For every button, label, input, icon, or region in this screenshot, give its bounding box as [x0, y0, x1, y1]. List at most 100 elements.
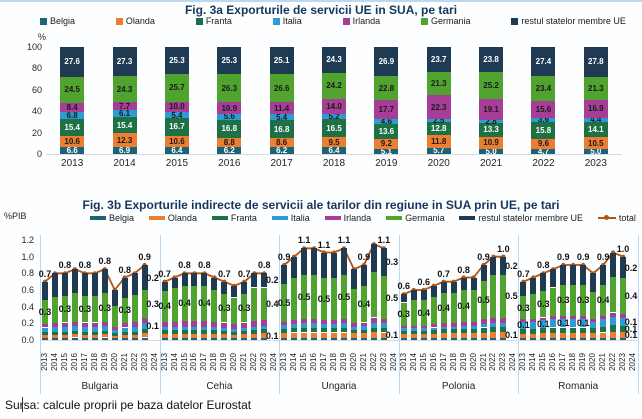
bar-segment-olanda-Bulgaria-2018: [91, 335, 98, 339]
bar-segment-olanda-Cehia-2016: [191, 334, 198, 339]
total-label-Romania-2021: 0.9: [596, 252, 610, 262]
bar-segment-italia-2015: [164, 112, 189, 118]
bar-segment-germania-Bulgaria-2014: [51, 296, 58, 324]
bar-segment-irlanda-Polonia-2021: [480, 319, 487, 325]
bar-segment-belgia-2016: [217, 147, 242, 154]
bar-segment-italia-Romania-2018: [570, 319, 577, 328]
bar-segment-italia-Bulgaria-2013: [41, 327, 48, 332]
bar-segment-restul-2014: [112, 47, 137, 77]
bar-segment-italia-Ungaria-2013: [281, 325, 288, 330]
bar-segment-olanda-Bulgaria-2013: [41, 335, 48, 339]
total-line-icon: [597, 214, 616, 221]
x-tick-Polonia-2023: 2023: [498, 353, 508, 371]
bar-segment-restul-2016: [217, 47, 242, 75]
bar-segment-restul-Ungaria-2017: [321, 252, 328, 278]
legend-label: Italia: [290, 212, 310, 223]
bar-segment-franta-Polonia-2022: [490, 326, 497, 332]
x-tick-Romania-2021: 2021: [598, 353, 608, 371]
total-label-Ungaria-2019: 1.1: [337, 235, 351, 246]
bar-segment-label: 16.5: [326, 123, 342, 133]
bar-segment-restul-2021: [479, 47, 504, 73]
bar-segment-germania-Cehia-2019: [221, 294, 228, 323]
bar-segment-restul-Ungaria-2023: [380, 248, 387, 276]
bar-segment-label: 6.4: [328, 146, 340, 156]
y-tick-0: 0: [36, 149, 42, 159]
bar-segment-italia-Bulgaria-2023: [141, 323, 148, 330]
bar-segment-franta-Cehia-2013: [161, 330, 168, 335]
bar-segment-irlanda-Ungaria-2022: [370, 317, 377, 323]
bar-segment-franta-2016: [217, 119, 242, 138]
bar-segment-germania-2022: [531, 76, 556, 102]
segment-label-olanda-Ungaria-2023: 0.1: [385, 330, 399, 341]
legend-label: Italia: [282, 16, 302, 26]
bar-segment-franta-Bulgaria-2018: [91, 331, 98, 335]
total-label-Polonia-2015: 0.6: [417, 277, 430, 287]
bar-segment-label: 25.7: [169, 83, 185, 93]
bar-segment-irlanda-2015: [164, 101, 189, 113]
bar-segment-germania-Polonia-2022: [490, 275, 497, 318]
bar-segment-olanda-Bulgaria-2014: [51, 335, 58, 339]
bar-segment-italia-Polonia-2023: [500, 323, 507, 327]
x-axis-line: [46, 154, 622, 155]
segment-label-germania-Cehia-2021: 0.3: [238, 303, 251, 314]
segment-label-italia-Romania-2017: 0.1: [556, 318, 570, 329]
bar-segment-restul-Romania-2023: [620, 256, 627, 279]
bar-segment-franta-2013: [60, 119, 85, 136]
bar-segment-belgia-Ungaria-2020: [350, 338, 357, 340]
bar-segment-franta-Ungaria-2013: [281, 329, 288, 334]
bar-segment-belgia-Bulgaria-2023: [141, 337, 148, 340]
bar-segment-label: 4.6: [380, 117, 392, 127]
total-label-Cehia-2023: 0.8: [257, 260, 271, 271]
bar-segment-germania-2018: [322, 72, 346, 99]
bar-segment-belgia-Polonia-2018: [450, 338, 457, 340]
bar-segment-belgia-Bulgaria-2018: [91, 338, 98, 340]
bar-segment-germania-Romania-2018: [570, 285, 577, 316]
bar-segment-franta-Ungaria-2014: [291, 328, 298, 333]
bar-segment-italia-Polonia-2021: [480, 324, 487, 328]
bar-segment-germania-2013: [60, 76, 85, 103]
bar-segment-italia-Bulgaria-2015: [61, 326, 68, 332]
bar-segment-irlanda-Bulgaria-2020: [111, 326, 118, 330]
bar-segment-franta-Ungaria-2022: [370, 327, 377, 332]
bar-segment-belgia-Bulgaria-2021: [121, 338, 128, 340]
bar-segment-label: 27.3: [116, 57, 133, 67]
bar-segment-germania-Bulgaria-2021: [121, 297, 128, 324]
total-label-Cehia-2017: 0.8: [198, 260, 211, 271]
x-tick-Romania-2014: 2014: [528, 353, 538, 371]
total-label-Romania-2015: 0.8: [537, 260, 550, 271]
bar-segment-irlanda-Cehia-2020: [231, 324, 238, 330]
bar-segment-irlanda-Cehia-2016: [191, 320, 198, 327]
bar-segment-germania-Ungaria-2022: [370, 271, 377, 318]
fig3b-legend: Belgia Olanda Franta Italia Irlanda Germania r…: [90, 211, 636, 224]
bar-segment-germania-Romania-2013: [520, 295, 527, 320]
bar-segment-belgia-Bulgaria-2022: [131, 338, 138, 340]
x-tick-2020: 2020: [427, 158, 450, 169]
bar-segment-germania-Ungaria-2014: [291, 278, 298, 320]
bar-segment-franta-2020: [426, 121, 451, 136]
bar-segment-olanda-Bulgaria-2019: [101, 334, 108, 338]
bar-segment-franta-Polonia-2021: [480, 327, 487, 333]
bar-segment-olanda-Polonia-2013: [400, 334, 407, 339]
bar-segment-label: 25.1: [273, 55, 290, 65]
bar-segment-olanda-2023: [583, 137, 608, 149]
source-text[interactable]: Sursa: calcule proprii pe baza datelor E…: [5, 398, 252, 412]
bar-segment-belgia-Cehia-2020: [231, 338, 238, 340]
irlanda-swatch-icon: [324, 215, 341, 220]
bar-segment-franta-Ungaria-2017: [321, 328, 328, 333]
bar-segment-restul-Cehia-2016: [191, 273, 198, 286]
bar-segment-irlanda-Ungaria-2015: [301, 319, 308, 324]
bar-segment-restul-Romania-2021: [600, 265, 607, 285]
bar-segment-label: 25.3: [169, 56, 185, 66]
bar-segment-restul-Cehia-2022: [251, 273, 258, 288]
x-tick-Cehia-2017: 2017: [199, 353, 209, 371]
bar-segment-irlanda-Ungaria-2019: [340, 319, 347, 324]
bar-segment-irlanda-Ungaria-2023: [380, 319, 387, 324]
bar-segment-belgia-Ungaria-2019: [340, 338, 347, 340]
bar-segment-belgia-Ungaria-2022: [370, 338, 377, 340]
segment-label-germania-Polonia-2021: 0.5: [477, 295, 490, 305]
y-tick-0.8: 0.8: [21, 268, 34, 279]
segment-label-germania-Cehia-2013: 0.4: [158, 301, 171, 312]
bar-segment-germania-2015: [164, 74, 189, 102]
bar-segment-olanda-2018: [322, 137, 346, 148]
x-tick-2015: 2015: [165, 158, 189, 169]
